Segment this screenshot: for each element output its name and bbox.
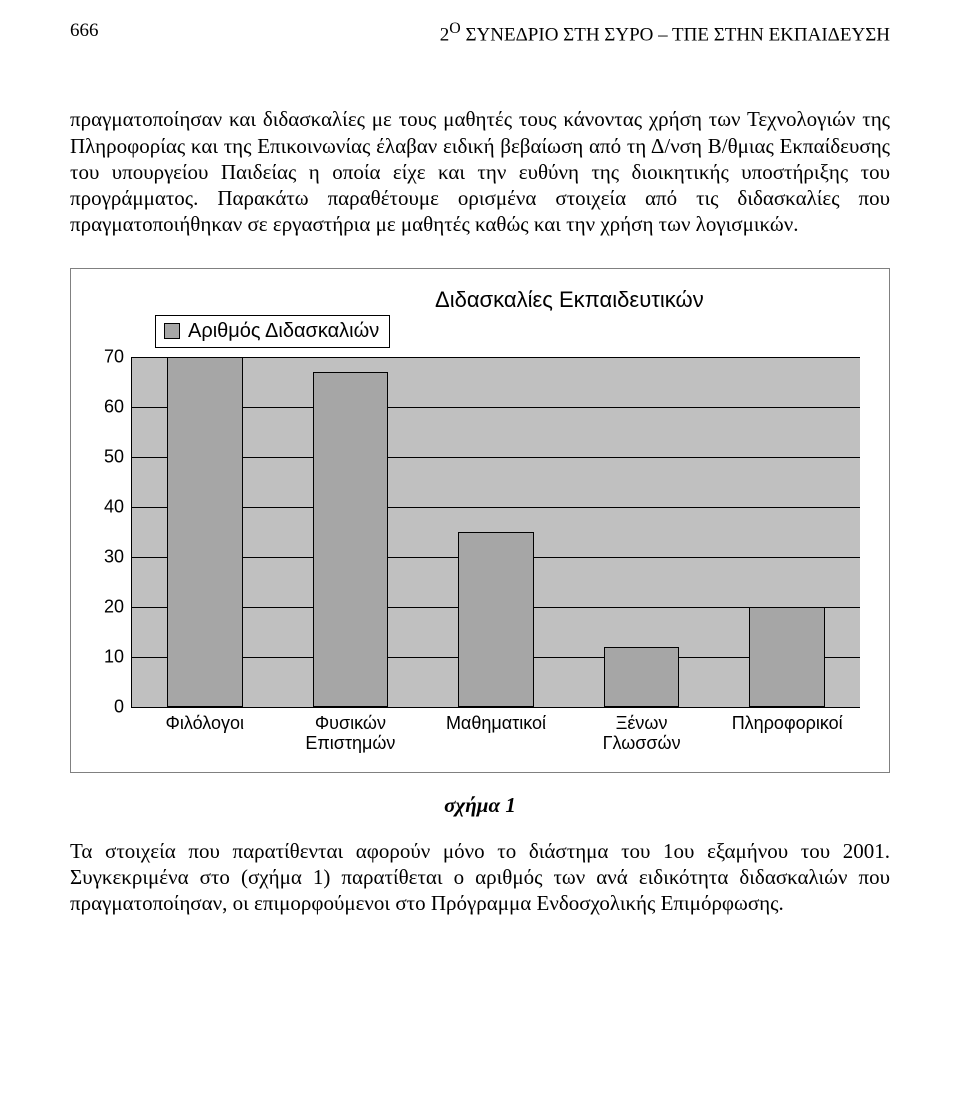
x-tick-label: Πληροφορικοί [709, 713, 865, 734]
plot-area: 010203040506070ΦιλόλογοιΦυσικών Επιστημώ… [131, 357, 860, 708]
x-tick-label: Φυσικών Επιστημών [273, 713, 429, 754]
chart-container: Διδασκαλίες Εκπαιδευτικών Αριθμός Διδασκ… [70, 268, 890, 773]
x-tick-label: Ξένων Γλωσσών [564, 713, 720, 754]
y-tick-label: 40 [84, 496, 124, 517]
x-tick-label: Φιλόλογοι [127, 713, 283, 734]
bar [313, 372, 389, 707]
bar [749, 607, 825, 707]
y-tick-label: 0 [84, 696, 124, 717]
y-tick-label: 30 [84, 546, 124, 567]
chart-legend: Αριθμός Διδασκαλιών [155, 315, 390, 348]
bar [167, 357, 243, 707]
bar [458, 532, 534, 707]
y-tick-label: 60 [84, 396, 124, 417]
footer-paragraph: Τα στοιχεία που παρατίθενται αφορούν μόν… [70, 838, 890, 917]
page: 666 2Ο ΣΥΝΕΔΡΙΟ ΣΤΗ ΣΥΡΟ – ΤΠΕ ΣΤΗΝ ΕΚΠΑ… [0, 0, 960, 1105]
chart-caption: σχήμα 1 [70, 793, 890, 818]
y-tick-label: 10 [84, 646, 124, 667]
chart-title: Διδασκαλίες Εκπαιδευτικών [435, 287, 704, 313]
intro-paragraph: πραγματοποίησαν και διδασκαλίες με τους … [70, 106, 890, 237]
bar [604, 647, 680, 707]
legend-swatch [164, 323, 180, 339]
x-tick-label: Μαθηματικοί [418, 713, 574, 734]
page-header: 666 2Ο ΣΥΝΕΔΡΙΟ ΣΤΗ ΣΥΡΟ – ΤΠΕ ΣΤΗΝ ΕΚΠΑ… [70, 20, 890, 46]
header-title: 2Ο ΣΥΝΕΔΡΙΟ ΣΤΗ ΣΥΡΟ – ΤΠΕ ΣΤΗΝ ΕΚΠΑΙΔΕΥ… [440, 20, 890, 46]
y-tick-label: 20 [84, 596, 124, 617]
y-tick-label: 70 [84, 346, 124, 367]
legend-label: Αριθμός Διδασκαλιών [188, 320, 379, 343]
y-tick-label: 50 [84, 446, 124, 467]
page-number: 666 [70, 20, 99, 46]
